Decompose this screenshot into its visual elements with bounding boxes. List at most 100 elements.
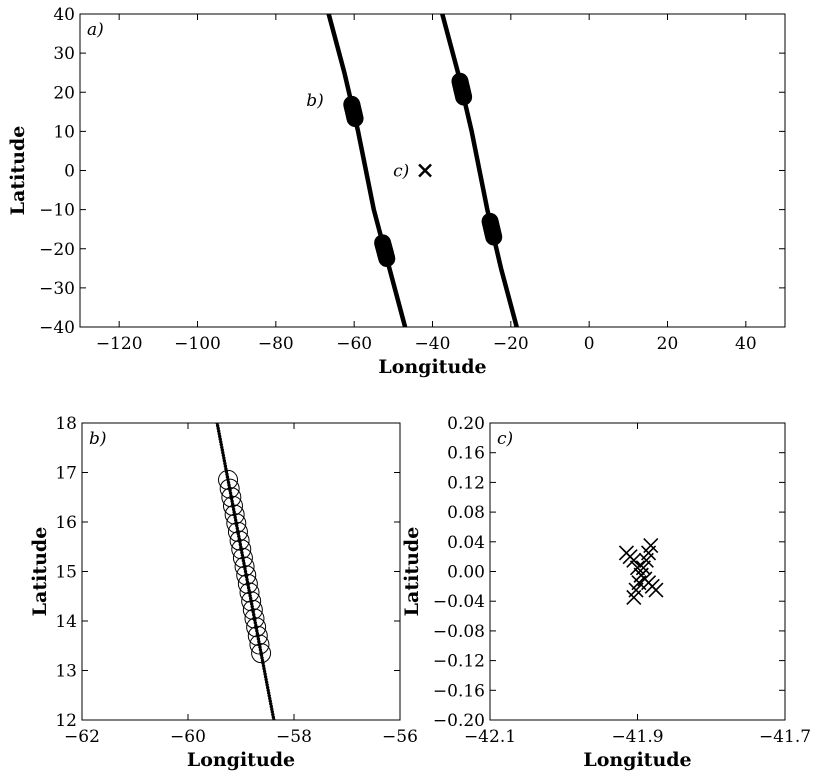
- y-tick-label: 40: [53, 5, 75, 25]
- y-tick-label: 15: [55, 563, 77, 583]
- track-point: [230, 499, 234, 503]
- track-point: [269, 704, 273, 709]
- track-point: [258, 645, 262, 649]
- y-tick-label: 0.04: [447, 533, 485, 553]
- track-point: [242, 561, 246, 566]
- track-point: [232, 510, 236, 514]
- y-tick-label: 18: [55, 414, 77, 434]
- track-point: [253, 621, 258, 625]
- track-point: [235, 523, 239, 528]
- y-tick-label: 16: [55, 513, 77, 533]
- track-point: [270, 710, 275, 714]
- track-point: [256, 637, 261, 641]
- track-point: [265, 683, 269, 687]
- circle-marker: [244, 608, 265, 629]
- panel-b: −62 −60 −58 −56 12 13 14 15 16 17 18 Longitude Latit…: [29, 414, 418, 771]
- track-point: [237, 534, 241, 539]
- track-point: [227, 483, 231, 487]
- track-point: [218, 437, 222, 441]
- x-tick-label: 20: [657, 334, 679, 354]
- circle-marker: [234, 556, 255, 577]
- track-point: [215, 424, 220, 428]
- track-point: [271, 712, 275, 717]
- track-point: [268, 696, 272, 701]
- circle-marker: [224, 504, 245, 525]
- track-line: [326, 14, 408, 327]
- track-point: [218, 434, 222, 439]
- track-point: [271, 715, 276, 719]
- track-point: [233, 515, 237, 520]
- track-line: [440, 14, 519, 327]
- x-marker: [643, 537, 659, 554]
- x-axis-title: Longitude: [583, 749, 691, 771]
- track-point: [228, 491, 233, 495]
- circle-marker: [236, 565, 257, 586]
- y-tick-label: 0.00: [447, 563, 485, 583]
- cluster-marker: [485, 228, 503, 246]
- x-tick-label: −58: [276, 727, 312, 747]
- track-point: [243, 567, 247, 571]
- track-point: [221, 451, 225, 455]
- track-point: [240, 550, 244, 555]
- x-tick-label: −80: [258, 334, 294, 354]
- circle-marker: [246, 617, 267, 638]
- y-tick-label: −10: [39, 201, 75, 221]
- circle-marker: [218, 469, 239, 490]
- x-tick-label: 40: [735, 334, 757, 354]
- track-point: [250, 604, 254, 609]
- track-point: [217, 432, 221, 436]
- y-tick-label: −0.20: [433, 711, 485, 731]
- track-point: [234, 518, 238, 522]
- panel-c: −42.1 −41.9 −41.7 −0.20 −0.16 −0.12 −0.08 −0.04…: [401, 414, 811, 771]
- track-point: [260, 658, 265, 663]
- y-tick-label: 14: [55, 612, 77, 632]
- track-point: [260, 656, 264, 660]
- x-tick-label: −60: [170, 727, 206, 747]
- circle-marker: [242, 599, 263, 620]
- track-point: [223, 464, 228, 468]
- track-point: [258, 648, 263, 652]
- y-tick-label: −0.08: [433, 622, 485, 642]
- cluster-marker: [378, 250, 396, 268]
- plot-area: [618, 537, 664, 606]
- track-point: [267, 694, 271, 698]
- track-point: [248, 594, 252, 598]
- track-point: [240, 553, 245, 557]
- track-point: [245, 577, 249, 582]
- x-tick-label: −100: [174, 334, 221, 354]
- plot-area: [326, 14, 519, 327]
- circle-marker: [226, 513, 247, 534]
- annotation-label: b): [306, 91, 324, 111]
- circle-marker: [231, 539, 252, 560]
- x-tick-label: −41.7: [759, 727, 811, 747]
- y-tick-label: −20: [39, 240, 75, 260]
- circle-marker: [237, 573, 258, 594]
- cluster-marker: [455, 88, 473, 106]
- track-point: [225, 472, 229, 476]
- circle-marker: [219, 478, 240, 499]
- track-point: [235, 526, 239, 530]
- y-tick-label: −40: [39, 318, 75, 338]
- y-tick-label: 12: [55, 711, 77, 731]
- track-point: [252, 613, 256, 617]
- circle-marker: [247, 625, 268, 646]
- track-point: [264, 677, 268, 682]
- cluster-marker: [346, 109, 364, 127]
- annotation-label: c): [393, 162, 409, 182]
- track-point: [248, 596, 253, 601]
- track-point: [246, 586, 251, 590]
- track-point: [251, 610, 255, 614]
- track-point: [263, 675, 268, 679]
- track-point: [225, 475, 230, 479]
- circle-marker: [239, 582, 260, 603]
- circle-marker: [227, 521, 248, 542]
- track-point: [264, 680, 269, 684]
- track-point: [268, 699, 272, 703]
- circle-marker: [222, 495, 243, 516]
- x-tick-label: −40: [415, 334, 451, 354]
- y-tick-label: 0: [64, 162, 75, 182]
- track-point: [267, 691, 271, 695]
- x-tick-label: −20: [493, 334, 529, 354]
- y-tick-label: 10: [53, 122, 75, 142]
